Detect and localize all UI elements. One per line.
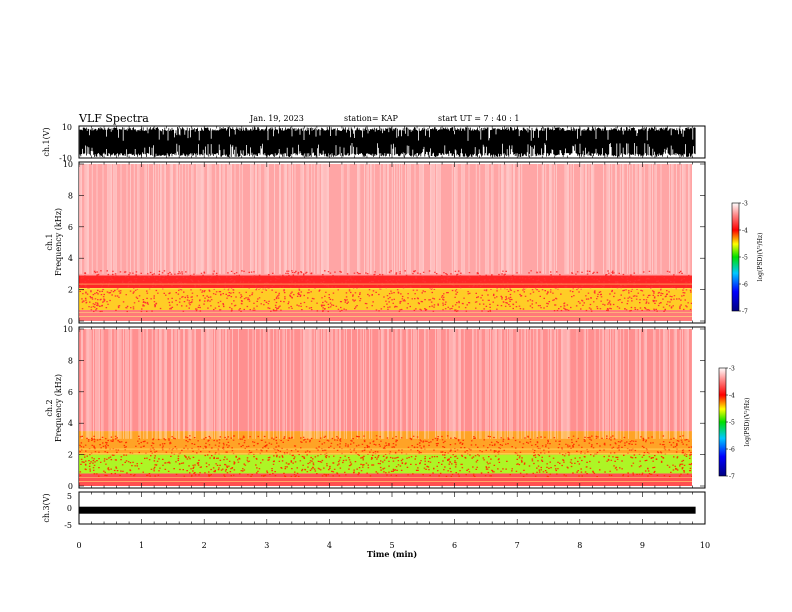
spectrogram-speckle	[79, 270, 692, 313]
date-label: Jan. 19, 2023	[250, 114, 304, 123]
spectrogram-band-4	[79, 164, 692, 276]
ch2-spec-ylabel-1: ch.2	[45, 399, 54, 416]
ch3-waveform-trace	[79, 506, 696, 514]
spec1-ytick-6: 6	[68, 223, 73, 232]
spec1-ytick-0: 0	[68, 317, 73, 326]
spec2-ytick-2: 2	[68, 451, 73, 460]
ch2-spectrogram-panel: 0 2 4 6 8 10 ch.2 Frequency (kHz)	[45, 325, 706, 491]
station-label: station= KAP	[344, 114, 398, 123]
spectrogram-band-2	[79, 288, 692, 311]
ch2-spec-ylabel-2: Frequency (kHz)	[54, 374, 63, 442]
x-axis-label: Time (min)	[367, 549, 417, 559]
x-tick-4: 4	[327, 541, 332, 550]
ch3-ytick-top: 5	[67, 492, 72, 501]
spec1-ytick-4: 4	[68, 254, 73, 263]
spectrogram-band-3	[79, 275, 692, 289]
ch2-spectrogram-image	[79, 329, 692, 486]
x-tick-9: 9	[640, 541, 645, 550]
figure-title: VLF Spectra	[79, 112, 149, 125]
x-tick-1: 1	[139, 541, 144, 550]
colorbar1-tick-0: -3	[742, 201, 748, 208]
start-time-label: start UT = 7 : 40 : 1	[438, 114, 520, 123]
spec2-ytick-6: 6	[68, 388, 73, 397]
colorbar2-tick-0: -3	[729, 366, 735, 373]
ch3-ylabel: ch.3(V)	[42, 493, 51, 522]
ch2-colorbar-label: log(PSD)(V²/Hz)	[744, 398, 751, 447]
ch3-ytick-bottom: -5	[64, 521, 72, 530]
ch2-colorbar: -3 -4 -5 -6 -7 log(PSD)(V²/Hz)	[718, 366, 751, 481]
ch1-waveform-trace	[79, 127, 696, 157]
spectrogram-band-4	[79, 329, 692, 432]
colorbar2-tick-3: -6	[729, 447, 735, 454]
x-tick-8: 8	[577, 541, 582, 550]
ch1-spec-ylabel-2: Frequency (kHz)	[54, 208, 63, 276]
x-tick-0: 0	[76, 541, 81, 550]
ch3-waveform-panel: 5 0 -5 ch.3(V)	[42, 491, 706, 530]
spectrogram-streaks	[81, 329, 692, 439]
ch1-colorbar: -3 -4 -5 -6 -7 log(PSD)(V²/Hz)	[731, 201, 764, 316]
spec2-ytick-10: 10	[63, 325, 73, 334]
colorbar2-tick-2: -5	[729, 420, 735, 427]
colorbar1-tick-4: -7	[742, 309, 748, 316]
x-tick-5: 5	[389, 541, 394, 550]
spectrogram-band-1	[79, 310, 692, 321]
spec1-ytick-10: 10	[63, 160, 73, 169]
x-tick-2: 2	[202, 541, 207, 550]
ch3-ytick-mid: 0	[67, 504, 72, 513]
colorbar2-tick-4: -7	[729, 474, 735, 481]
spectrogram-band-1	[79, 473, 692, 486]
spec2-ytick-4: 4	[68, 419, 73, 428]
ch1-colorbar-label: log(PSD)(V²/Hz)	[757, 233, 764, 282]
spectrogram-streaks	[79, 164, 691, 274]
colorbar2-tick-1: -4	[729, 393, 735, 400]
spec2-ytick-8: 8	[68, 356, 73, 365]
ch1-ytick-bottom: -10	[59, 154, 72, 163]
ch1-waveform-line	[79, 127, 696, 157]
x-axis-tick-labels: 0 1 2 3 4 5 6 7 8 9 10	[76, 541, 710, 550]
spec2-ytick-0: 0	[68, 482, 73, 491]
spectrogram-speckle	[79, 435, 692, 478]
x-tick-7: 7	[515, 541, 520, 550]
colorbar1-tick-3: -6	[742, 282, 748, 289]
ch1-spectrogram-panel: 0 2 4 6 8 10 ch.1 Frequency (kHz)	[45, 160, 706, 326]
ch1-spectrogram-image	[79, 164, 692, 321]
spec1-ytick-2: 2	[68, 286, 73, 295]
ch1-ylabel: ch.1(V)	[42, 127, 51, 156]
spec1-ytick-8: 8	[68, 191, 73, 200]
colorbar1-tick-2: -5	[742, 255, 748, 262]
colorbar1-tick-1: -4	[742, 228, 748, 235]
ch1-ytick-top: 10	[62, 123, 72, 132]
x-tick-10: 10	[700, 541, 710, 550]
x-tick-6: 6	[452, 541, 457, 550]
ch1-spec-ylabel-1: ch.1	[45, 233, 54, 250]
ch1-waveform-panel: 10 -10 ch.1(V)	[42, 123, 706, 163]
spectrogram-band-2	[79, 454, 692, 474]
x-tick-3: 3	[264, 541, 269, 550]
